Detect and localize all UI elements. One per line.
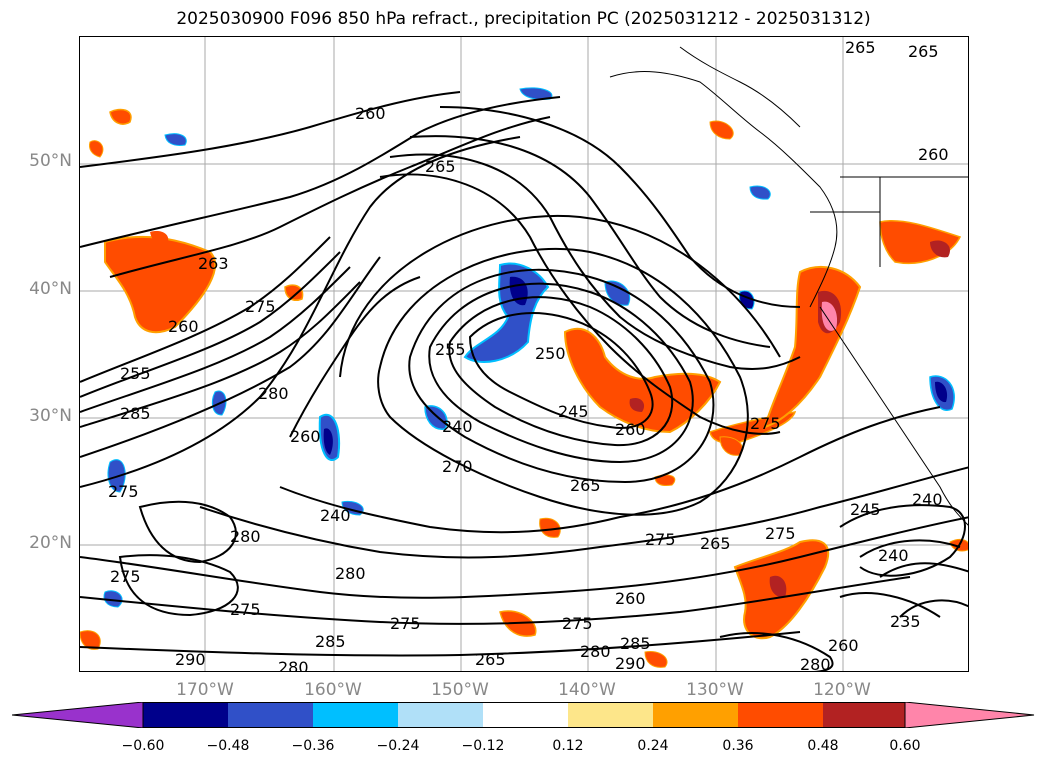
colorbar-tick: 0.48 — [807, 738, 839, 754]
contour-label: 270 — [442, 457, 473, 476]
colorbar-extend-min — [12, 702, 144, 728]
contour-label: 290 — [615, 654, 646, 672]
contour-label: 275 — [108, 482, 139, 501]
lat-label: 40°N — [29, 279, 72, 299]
contour-label: 280 — [278, 658, 309, 672]
contour-label: 245 — [850, 500, 881, 519]
contour-label: 245 — [558, 402, 589, 421]
contour-label: 260 — [828, 636, 859, 655]
lat-label: 50°N — [29, 151, 72, 171]
contour-label: 265 — [570, 476, 601, 495]
colorbar-tick: 0.60 — [889, 738, 921, 754]
contour-label: 275 — [562, 614, 593, 633]
contour-label: 280 — [580, 642, 611, 661]
contour-label: 275 — [245, 297, 276, 316]
contour-label: 275 — [230, 600, 261, 619]
contour-label: 280 — [800, 655, 831, 672]
colorbar-swatch — [143, 702, 228, 728]
colorbar-swatch — [653, 702, 738, 728]
contour-label: 275 — [765, 524, 796, 543]
contour-label: 290 — [175, 650, 206, 669]
contour-label: 240 — [912, 490, 943, 509]
contour-label: 285 — [315, 632, 346, 651]
contour-label: 265 — [475, 650, 506, 669]
contour-labels: 265 265 260 265 260 263 275 260 255 285 … — [108, 38, 949, 672]
precip-shading — [80, 87, 968, 668]
coastlines — [609, 46, 968, 526]
colorbar — [12, 702, 1035, 728]
lon-label: 150°W — [431, 680, 489, 700]
contour-label: 265 — [425, 157, 456, 176]
colorbar-swatch — [568, 702, 653, 728]
contour-label: 265 — [845, 38, 876, 57]
contour-label: 275 — [110, 567, 141, 586]
contour-label: 240 — [442, 417, 473, 436]
contour-label: 260 — [918, 145, 949, 164]
colorbar-swatch — [738, 702, 823, 728]
contour-label: 285 — [120, 404, 151, 423]
contour-label: 260 — [290, 427, 321, 446]
lon-label: 170°W — [176, 680, 234, 700]
colorbar-swatch — [483, 702, 568, 728]
colorbar-swatch — [823, 702, 905, 728]
graticule — [80, 37, 968, 671]
colorbar-tick: −0.12 — [461, 738, 505, 754]
contour-label: 260 — [168, 317, 199, 336]
contour-label: 260 — [615, 420, 646, 439]
colorbar-tick: −0.48 — [206, 738, 250, 754]
colorbar-swatch — [313, 702, 398, 728]
colorbar-tick: 0.24 — [637, 738, 669, 754]
lon-label: 130°W — [686, 680, 744, 700]
contour-label: 285 — [620, 634, 651, 653]
contour-label: 280 — [335, 564, 366, 583]
colorbar-tick: 0.12 — [552, 738, 584, 754]
contour-label: 280 — [230, 527, 261, 546]
contour-label: 255 — [120, 364, 151, 383]
lon-label: 140°W — [558, 680, 616, 700]
lat-label: 30°N — [29, 406, 72, 426]
contour-label: 265 — [908, 42, 939, 61]
contour-label: 265 — [700, 534, 731, 553]
lat-label: 20°N — [29, 533, 72, 553]
contour-label: 275 — [645, 530, 676, 549]
lon-label: 160°W — [304, 680, 362, 700]
lon-label: 120°W — [813, 680, 871, 700]
refractivity-contours — [80, 91, 968, 671]
contour-label: 275 — [390, 614, 421, 633]
contour-label: 240 — [320, 506, 351, 525]
map-svg: 265 265 260 265 260 263 275 260 255 285 … — [80, 37, 968, 672]
map-panel: 265 265 260 265 260 263 275 260 255 285 … — [79, 36, 969, 672]
map-title: 2025030900 F096 850 hPa refract., precip… — [176, 9, 871, 29]
contour-label: 250 — [535, 344, 566, 363]
contour-label: 260 — [355, 104, 386, 123]
contour-label: 255 — [435, 340, 466, 359]
colorbar-extend-max — [904, 702, 1035, 728]
contour-label: 240 — [878, 546, 909, 565]
contour-label: 263 — [198, 254, 229, 273]
contour-label: 260 — [615, 589, 646, 608]
contour-label: 280 — [258, 384, 289, 403]
colorbar-tick: −0.36 — [291, 738, 335, 754]
colorbar-tick: −0.24 — [376, 738, 420, 754]
colorbar-swatch — [228, 702, 313, 728]
contour-label: 235 — [890, 612, 921, 631]
colorbar-tick: 0.36 — [722, 738, 754, 754]
colorbar-tick: −0.60 — [121, 738, 165, 754]
colorbar-swatch — [398, 702, 483, 728]
contour-label: 275 — [750, 414, 781, 433]
